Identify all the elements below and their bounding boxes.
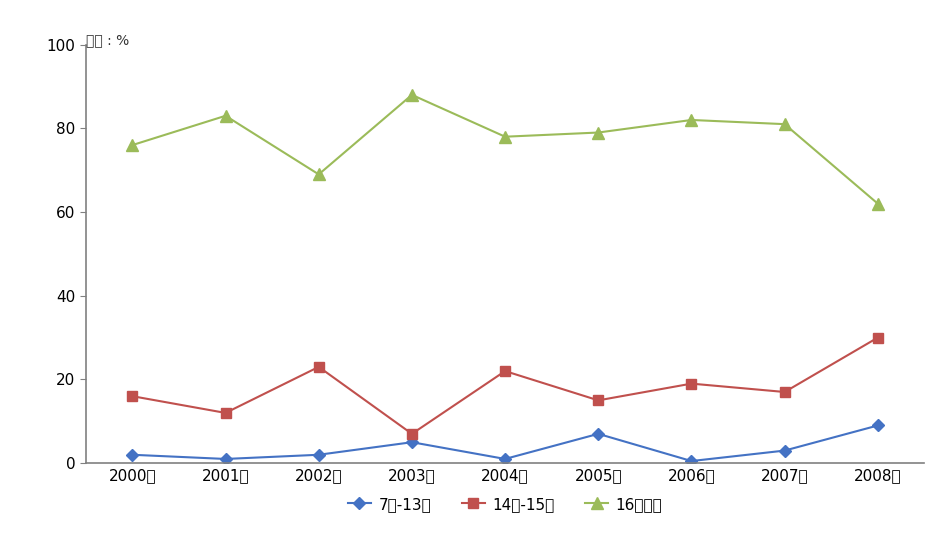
7세-13세 — [592, 431, 604, 437]
7세-13세 — [499, 455, 510, 462]
14세-15세 — [499, 368, 510, 374]
16세이상 — [406, 92, 417, 98]
16세이상 — [220, 112, 231, 119]
16세이상 — [592, 129, 604, 136]
7세-13세 — [778, 447, 789, 454]
14세-15세 — [220, 410, 231, 416]
14세-15세 — [592, 397, 604, 403]
16세이상 — [127, 142, 138, 148]
16세이상 — [499, 133, 510, 140]
Legend: 7세-13세, 14세-15세, 16세이상: 7세-13세, 14세-15세, 16세이상 — [342, 491, 667, 518]
16세이상 — [871, 200, 883, 207]
Line: 14세-15세: 14세-15세 — [128, 333, 882, 439]
14세-15세 — [685, 380, 697, 387]
7세-13세 — [685, 458, 697, 464]
14세-15세 — [406, 431, 417, 437]
16세이상 — [778, 121, 789, 127]
14세-15세 — [778, 388, 789, 395]
7세-13세 — [220, 455, 231, 462]
7세-13세 — [312, 451, 324, 458]
7세-13세 — [127, 451, 138, 458]
7세-13세 — [406, 439, 417, 445]
Line: 7세-13세: 7세-13세 — [129, 421, 881, 465]
Line: 16세이상: 16세이상 — [126, 89, 883, 210]
14세-15세 — [871, 334, 883, 341]
7세-13세 — [871, 422, 883, 429]
14세-15세 — [127, 393, 138, 400]
16세이상 — [312, 171, 324, 177]
14세-15세 — [312, 364, 324, 371]
16세이상 — [685, 117, 697, 123]
Text: 단위 : %: 단위 : % — [86, 33, 129, 47]
